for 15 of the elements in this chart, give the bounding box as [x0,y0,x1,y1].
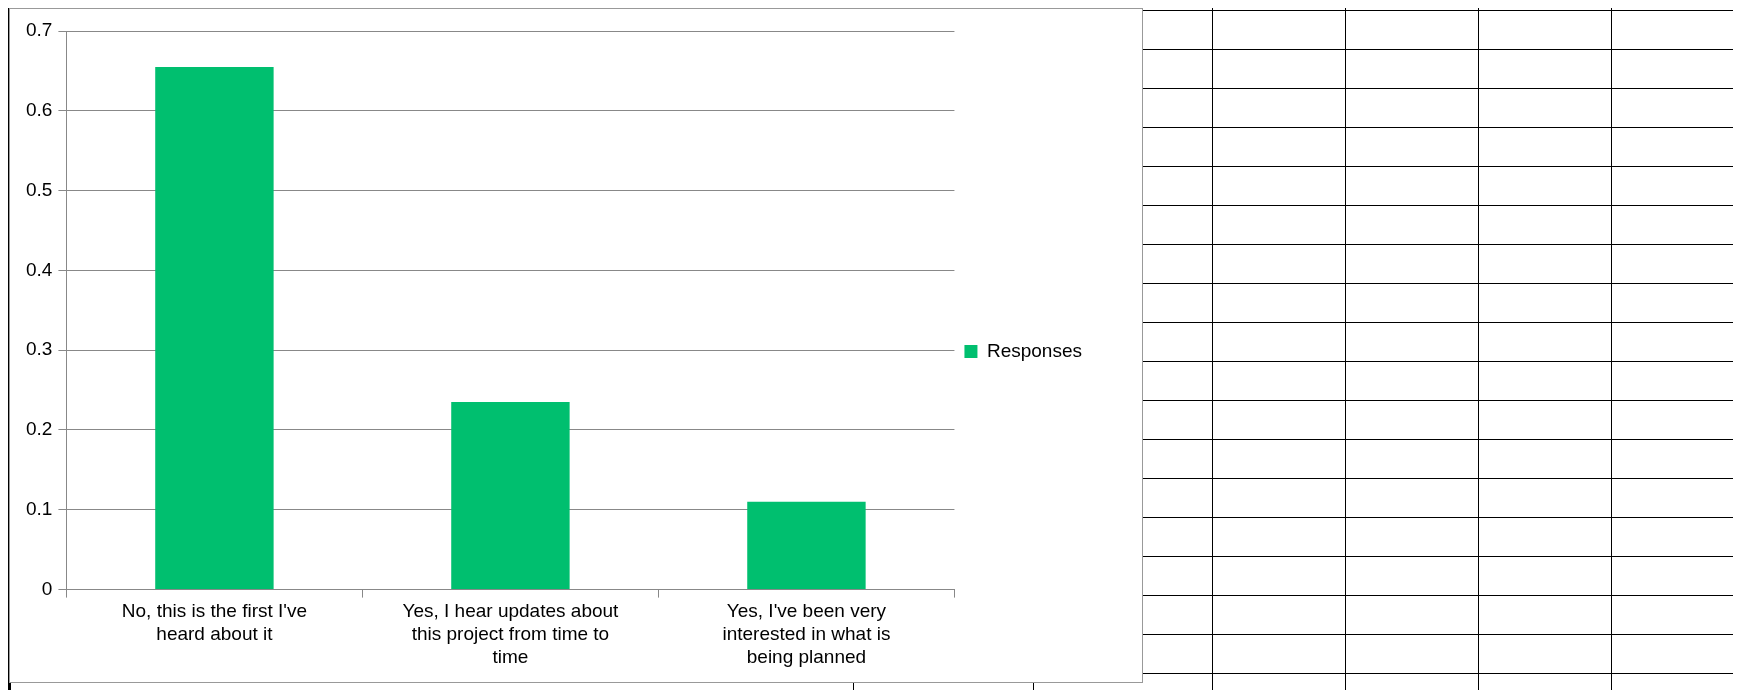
y-tick-label: 0.5 [25,178,53,200]
bar [155,66,274,590]
x-tick-label: No, this is the first I've heard about it [121,600,308,645]
y-tick-label: 0.7 [25,19,53,41]
legend-label: Responses [986,339,1083,361]
bar [747,501,866,590]
bar [451,402,570,590]
y-tick-label: 0.1 [25,498,53,520]
y-tick-label: 0.2 [25,418,53,440]
x-tick-label: Yes, I've been very interested in what is being planned [722,600,891,667]
y-tick-label: 0 [41,577,53,599]
y-tick-label: 0.6 [25,99,53,121]
y-tick-label: 0.3 [25,338,53,360]
y-tick-label: 0.4 [25,258,53,280]
x-tick-label: Yes, I hear updates about this project from time to time [402,600,620,667]
